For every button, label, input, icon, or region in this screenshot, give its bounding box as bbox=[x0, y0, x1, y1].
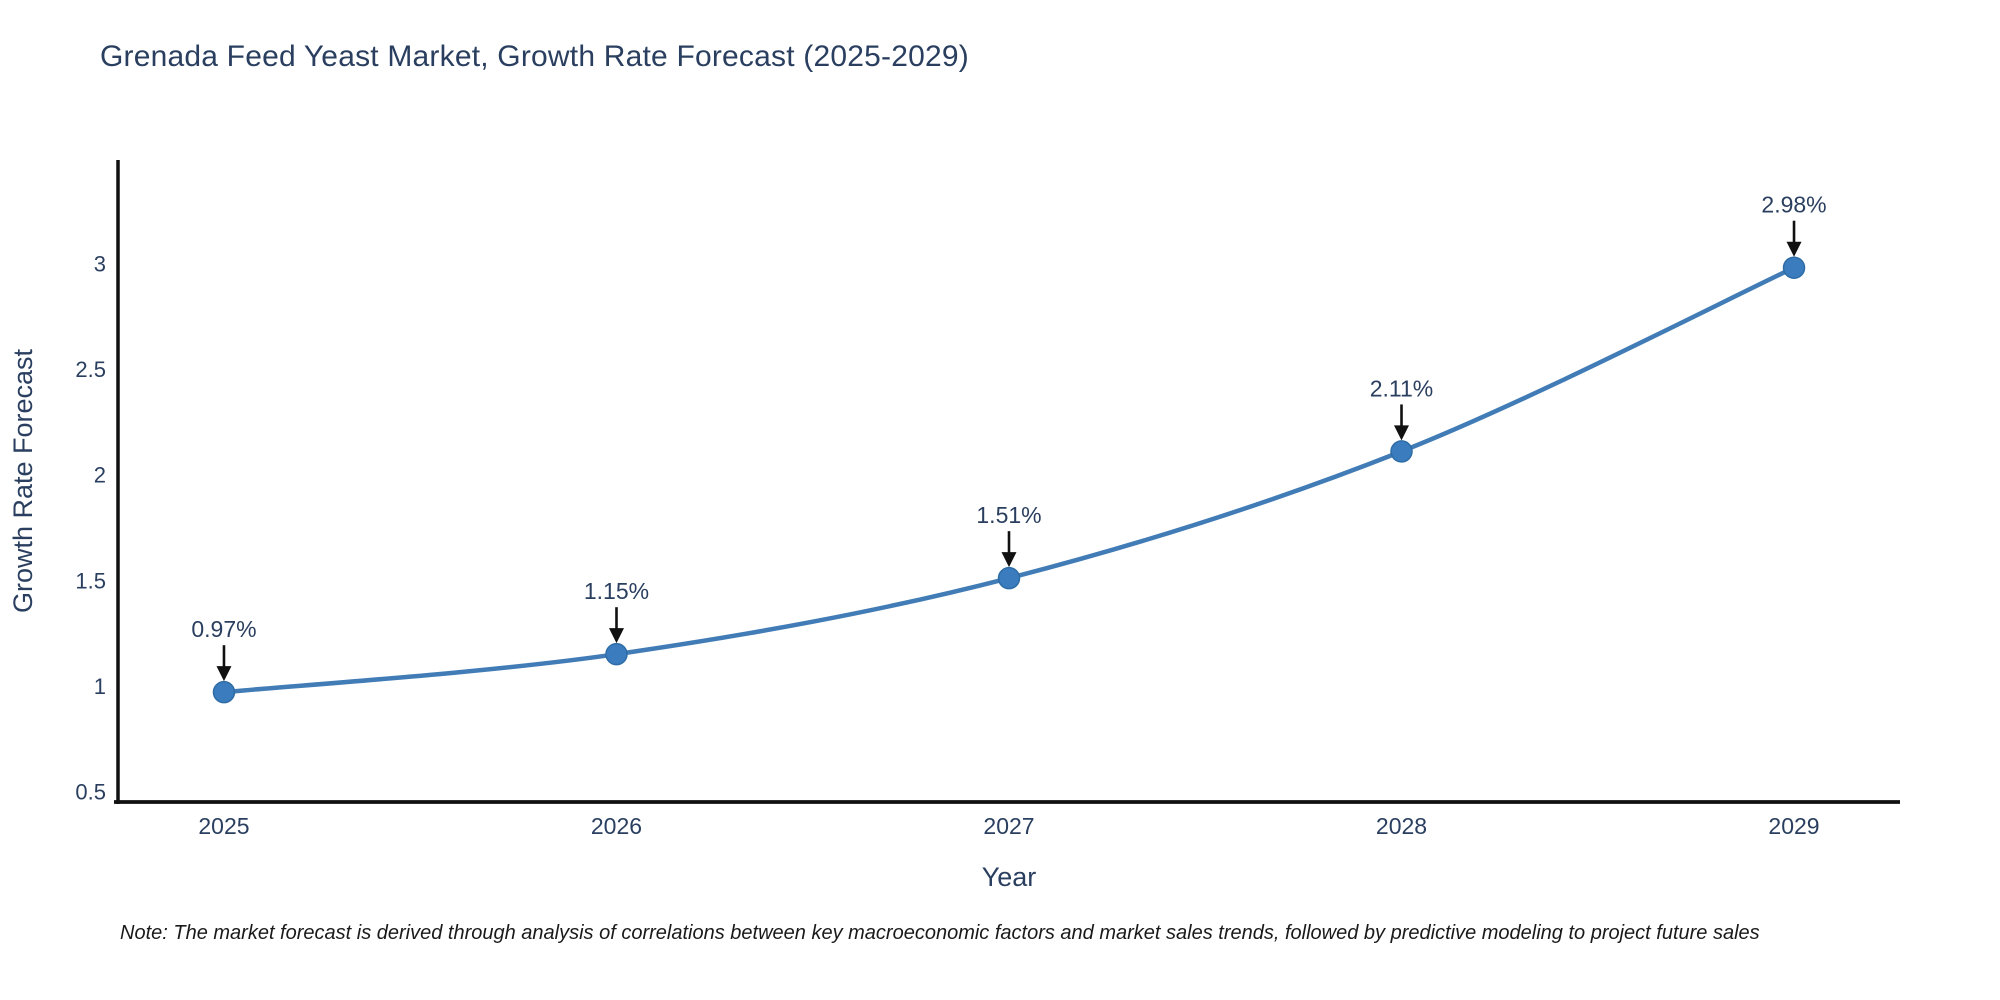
x-tick-label: 2026 bbox=[591, 813, 642, 839]
chart-title: Grenada Feed Yeast Market, Growth Rate F… bbox=[100, 40, 969, 73]
annotation-arrowhead-icon bbox=[1001, 552, 1017, 568]
y-tick-label: 1 bbox=[94, 674, 106, 699]
y-tick-label: 3 bbox=[94, 251, 106, 276]
annotation-arrowhead-icon bbox=[608, 628, 624, 644]
x-tick-label: 2029 bbox=[1768, 813, 1819, 839]
data-point-marker bbox=[997, 566, 1021, 590]
point-value-label: 2.98% bbox=[1761, 192, 1826, 218]
footnote-text: Note: The market forecast is derived thr… bbox=[120, 922, 1760, 944]
data-point-marker bbox=[1782, 256, 1806, 279]
annotation-arrowhead-icon bbox=[216, 666, 232, 682]
y-axis-title: Growth Rate Forecast bbox=[8, 348, 38, 613]
data-point-marker bbox=[1390, 440, 1413, 463]
x-tick-label: 2028 bbox=[1376, 813, 1427, 839]
annotation-arrowhead-icon bbox=[1394, 425, 1410, 441]
y-tick-label: 2 bbox=[94, 463, 106, 488]
annotation-arrowhead-icon bbox=[1786, 241, 1802, 257]
y-tick-label: 1.5 bbox=[75, 568, 106, 593]
y-tick-label: 2.5 bbox=[75, 357, 106, 382]
x-tick-label: 2027 bbox=[983, 813, 1034, 839]
x-tick-label: 2025 bbox=[198, 813, 249, 839]
point-value-label: 1.15% bbox=[584, 578, 649, 604]
point-value-label: 1.51% bbox=[976, 502, 1041, 528]
y-tick-label: 0.5 bbox=[75, 779, 106, 804]
point-value-label: 0.97% bbox=[191, 616, 256, 642]
data-point-marker bbox=[605, 642, 628, 666]
x-axis-title: Year bbox=[982, 862, 1037, 892]
forecast-line bbox=[221, 265, 1797, 695]
data-point-marker bbox=[212, 680, 236, 704]
point-value-label: 2.11% bbox=[1370, 375, 1434, 401]
